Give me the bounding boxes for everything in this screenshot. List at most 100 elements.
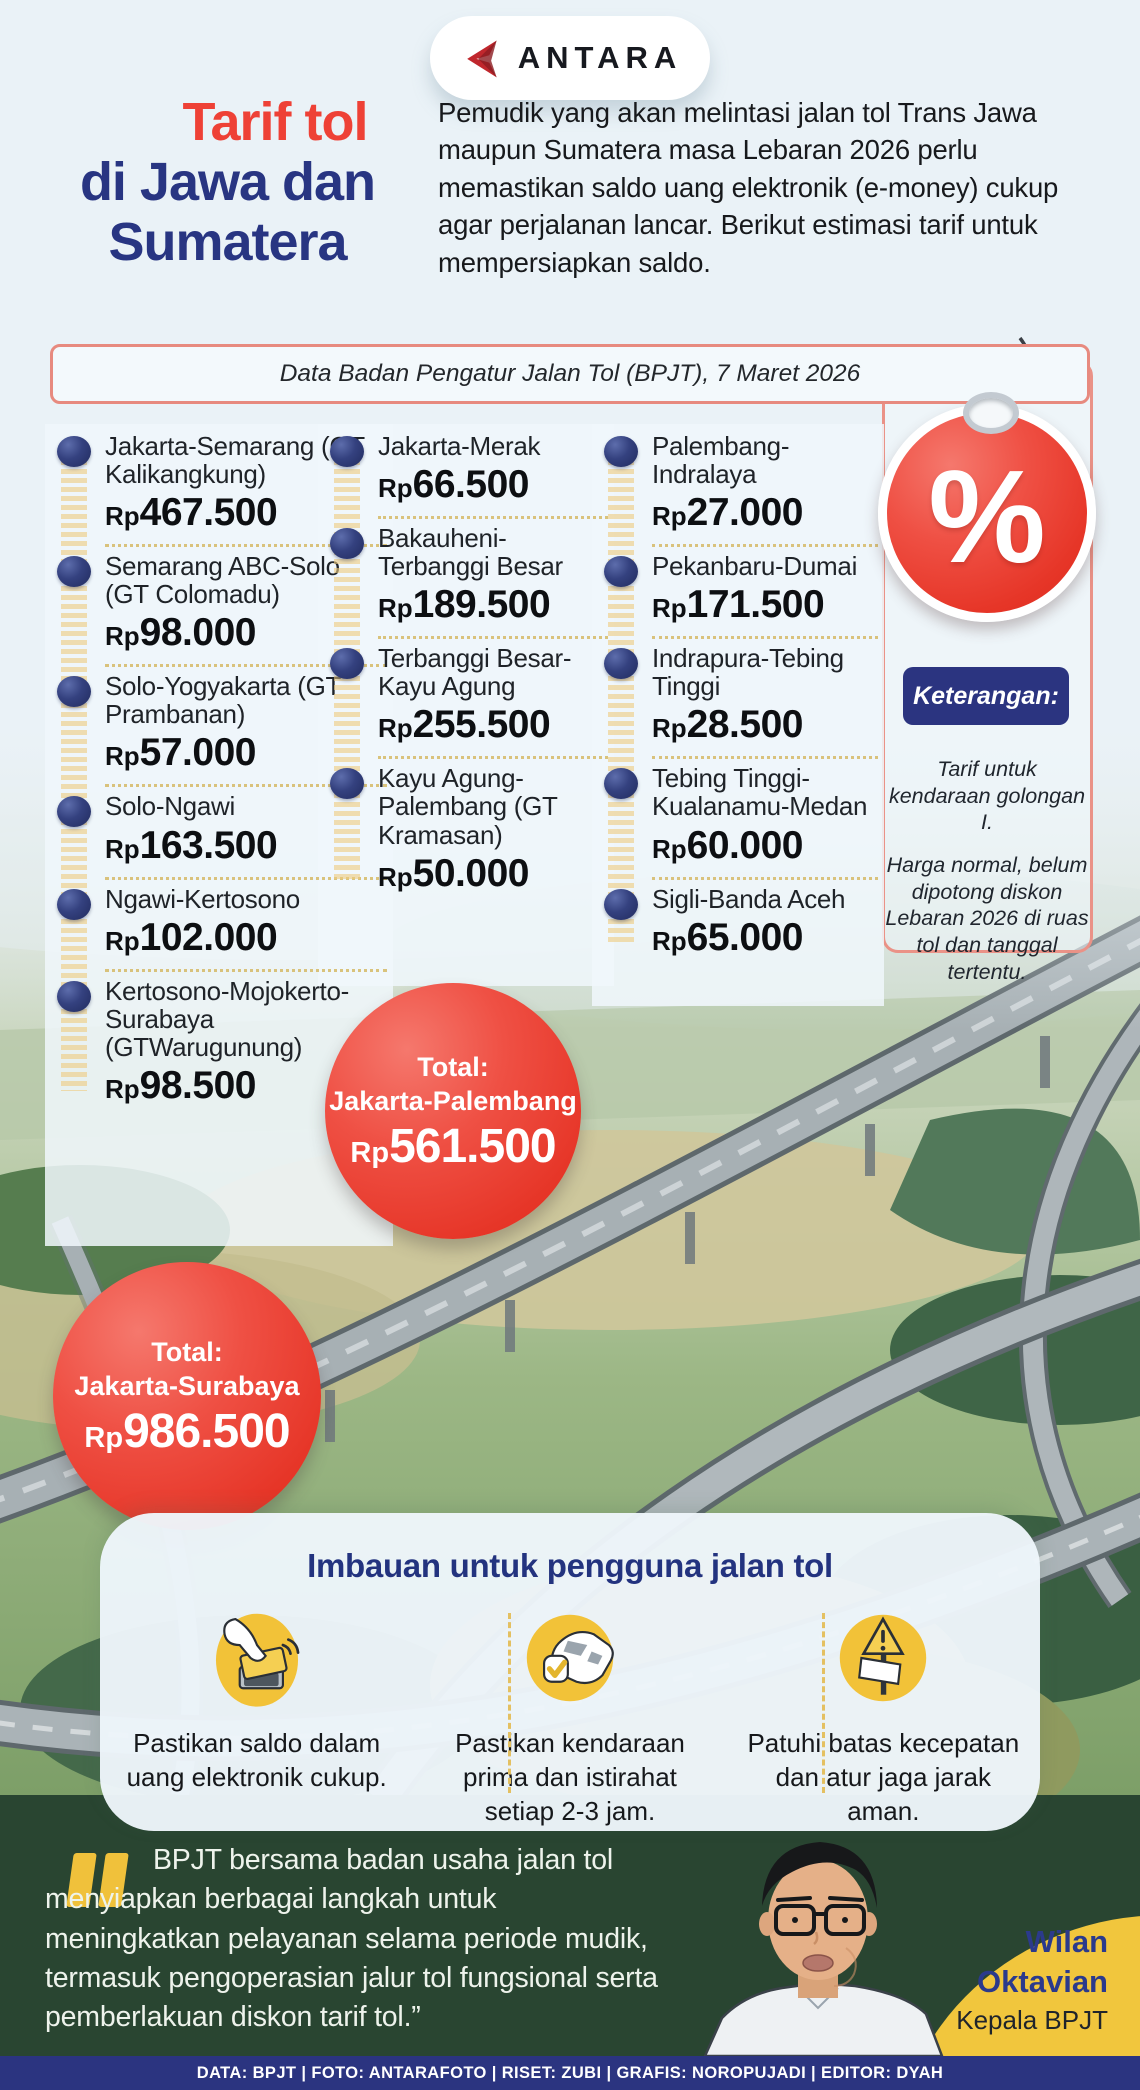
tag-hole [963, 392, 1019, 434]
route-price: Rp98.000 [105, 611, 256, 655]
route-entry: Bakauheni-Terbanggi Besar Rp189.500 [318, 516, 614, 636]
route-entry: Jakarta-Merak Rp66.500 [318, 424, 614, 516]
route-name: Solo-Yogyakarta (GT Prambanan) [105, 671, 341, 730]
tip-text: Pastikan kendaraan prima dan istirahat s… [455, 1728, 685, 1826]
route-name: Bakauheni-Terbanggi Besar [378, 523, 563, 582]
route-price: Rp102.000 [105, 915, 278, 959]
route-entry: Sigli-Banda Aceh Rp65.000 [592, 876, 884, 969]
car-check-icon [516, 1599, 624, 1717]
route-name: Pekanbaru-Dumai [652, 551, 858, 582]
route-bullet-icon [604, 436, 638, 467]
tip-item: Pastikan kendaraan prima dan istirahat s… [413, 1599, 726, 1828]
emoney-tap-icon [203, 1599, 311, 1717]
antara-logo: ANTARA [430, 16, 710, 100]
tips-card: Imbauan untuk pengguna jalan tol Pastika… [100, 1513, 1040, 1831]
credits-bar: DATA: BPJT | FOTO: ANTARAFOTO | RISET: Z… [0, 2056, 1140, 2090]
route-price: Rp467.500 [105, 491, 278, 535]
route-price: Rp28.500 [652, 703, 803, 747]
total-jakarta-palembang-badge: Total: Jakarta-Palembang Rp561.500 [325, 983, 581, 1239]
total-jakarta-surabaya-badge: Total: Jakarta-Surabaya Rp986.500 [53, 1262, 321, 1530]
route-name: Jakarta-Merak [378, 431, 541, 461]
speaker-portrait [703, 1842, 944, 2056]
route-bullet-icon [57, 888, 91, 920]
route-entry: Indrapura-Tebing Tinggi Rp28.500 [592, 636, 884, 756]
route-entry: Kertosono-Mojokerto-Surabaya (GTWarugunu… [45, 968, 393, 1117]
keterangan-note-2: Harga normal, belum dipotong diskon Leba… [885, 852, 1089, 984]
route-name: Solo-Ngawi [105, 791, 235, 822]
route-name: Tebing Tinggi-Kualanamu-Medan [652, 763, 868, 822]
tip-text: Patuhi batas kecepatan dan atur jaga jar… [747, 1728, 1020, 1826]
route-price: Rp255.500 [378, 703, 551, 747]
route-column-java: Jakarta-Semarang (GT Kalikangkung) Rp467… [45, 424, 393, 1117]
route-name: Kertosono-Mojokerto-Surabaya (GTWarugunu… [105, 975, 349, 1062]
speaker-title: Kepala BPJT [956, 2005, 1108, 2035]
route-price: Rp171.500 [652, 583, 825, 627]
route-entry: Kayu Agung-Palembang (GT Kramasan) Rp50.… [318, 756, 614, 904]
title-line-1: Tarif tol [182, 92, 369, 152]
route-price: Rp60.000 [652, 823, 803, 867]
route-entry: Terbanggi Besar-Kayu Agung Rp255.500 [318, 636, 614, 756]
route-name: Ngawi-Kertosono [105, 883, 300, 914]
total-label: Total: [417, 1052, 489, 1083]
road-sign-icon [829, 1599, 937, 1717]
route-entry: Jakarta-Semarang (GT Kalikangkung) Rp467… [45, 424, 393, 544]
percent-icon: % [928, 442, 1046, 590]
route-bullet-icon [330, 648, 364, 680]
route-name: Kayu Agung-Palembang (GT Kramasan) [378, 763, 558, 850]
route-bullet-icon [57, 980, 91, 1012]
quote-text: BPJT bersama badan usaha jalan tol menyi… [45, 1844, 658, 2034]
page-title: Tarif tol di Jawa dan Sumatera [55, 92, 400, 272]
route-price: Rp189.500 [378, 583, 551, 627]
tip-text: Pastikan saldo dalam uang elektronik cuk… [126, 1728, 387, 1792]
keterangan-notes: Tarif untuk kendaraan golongan I. Harga … [884, 756, 1090, 1001]
tips-divider [508, 1613, 511, 1793]
tips-title: Imbauan untuk pengguna jalan tol [307, 1547, 833, 1584]
title-line-3: Sumatera [108, 212, 347, 272]
tip-item: Patuhi batas kecepatan dan atur jaga jar… [727, 1599, 1040, 1828]
route-name: Palembang-Indralaya [652, 431, 790, 490]
total-route: Jakarta-Palembang [329, 1086, 577, 1116]
route-price: Rp163.500 [105, 823, 278, 867]
route-price: Rp66.500 [378, 463, 529, 507]
intro-paragraph: Pemudik yang akan melintasi jalan tol Tr… [438, 97, 1059, 278]
route-name: Indrapura-Tebing Tinggi [652, 643, 844, 702]
route-entry: Solo-Yogyakarta (GT Prambanan) Rp57.000 [45, 664, 393, 784]
route-name: Jakarta-Semarang (GT Kalikangkung) [105, 431, 365, 490]
route-column-sumatra-south: Jakarta-Merak Rp66.500 Bakauheni-Terbang… [318, 424, 614, 905]
route-entry: Solo-Ngawi Rp163.500 [45, 784, 393, 876]
route-entry: Semarang ABC-Solo (GT Colomadu) Rp98.000 [45, 544, 393, 664]
route-bullet-icon [330, 768, 364, 800]
discount-tag: % [878, 404, 1096, 622]
title-line-2: di Jawa dan [79, 152, 376, 212]
route-column-panel [592, 424, 884, 1006]
tips-row: Pastikan saldo dalam uang elektronik cuk… [100, 1599, 1040, 1828]
route-bullet-icon [604, 648, 638, 680]
route-bullet-icon [57, 556, 91, 588]
route-name: Terbanggi Besar-Kayu Agung [378, 643, 572, 702]
tips-divider [822, 1613, 825, 1793]
tip-item: Pastikan saldo dalam uang elektronik cuk… [100, 1599, 413, 1828]
route-entry: Ngawi-Kertosono Rp102.000 [45, 876, 393, 969]
route-bullet-icon [330, 436, 364, 467]
route-entry: Tebing Tinggi-Kualanamu-Medan Rp60.000 [592, 756, 884, 876]
route-name: Semarang ABC-Solo (GT Colomadu) [105, 551, 340, 610]
total-price: Rp986.500 [84, 1404, 290, 1458]
total-route: Jakarta-Surabaya [74, 1371, 300, 1401]
keterangan-note-1: Tarif untuk kendaraan golongan I. [888, 757, 1086, 835]
antara-logo-text: ANTARA [517, 40, 683, 75]
route-bullet-icon [57, 436, 91, 467]
route-price: Rp27.000 [652, 491, 803, 535]
route-bullet-icon [604, 888, 638, 920]
keterangan-label: Keterangan: [903, 667, 1069, 725]
total-price: Rp561.500 [350, 1119, 556, 1173]
total-label: Total: [151, 1337, 223, 1368]
route-bullet-icon [330, 528, 364, 560]
route-column-sumatra-north: Palembang-Indralaya Rp27.000 Pekanbaru-D… [592, 424, 884, 969]
route-bullet-icon [57, 676, 91, 708]
route-price: Rp57.000 [105, 731, 256, 775]
antara-logo-icon [466, 40, 497, 78]
route-price: Rp98.500 [105, 1063, 256, 1107]
data-source-banner: Data Badan Pengatur Jalan Tol (BPJT), 7 … [50, 344, 1090, 404]
route-bullet-icon [604, 556, 638, 588]
